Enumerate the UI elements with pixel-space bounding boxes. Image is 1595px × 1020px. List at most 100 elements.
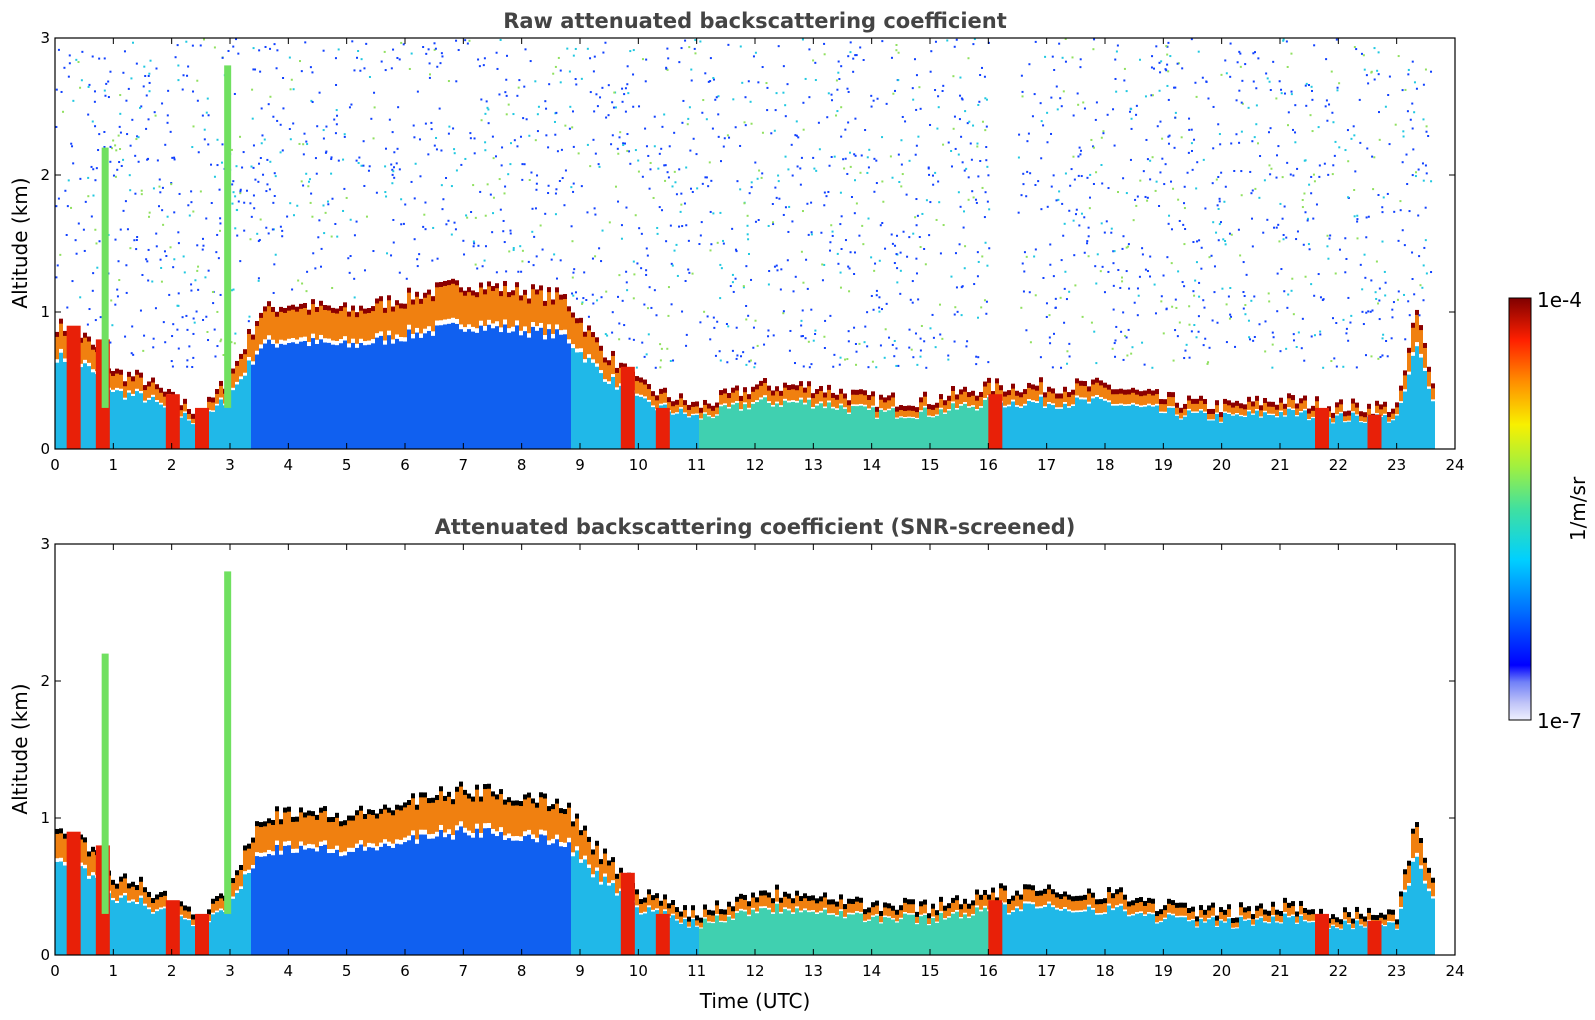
noise-speckle: [1397, 290, 1400, 293]
noise-speckle: [1280, 88, 1283, 91]
layer-mid: [1063, 388, 1067, 403]
layer-top: [1199, 395, 1203, 401]
noise-speckle: [257, 180, 260, 183]
noise-speckle: [384, 147, 387, 150]
noise-speckle: [416, 265, 419, 268]
layer-mid: [183, 907, 187, 918]
layer-mid: [735, 387, 739, 402]
noise-speckle: [752, 326, 755, 329]
noise-speckle: [1229, 287, 1232, 290]
layer-mid: [967, 905, 971, 917]
layer-mid: [871, 393, 875, 406]
layer-mid: [363, 815, 367, 847]
noise-speckle: [680, 203, 683, 206]
noise-speckle: [652, 196, 655, 199]
layer-mid: [899, 907, 903, 918]
noise-speckle: [260, 142, 263, 145]
layer-top: [83, 332, 87, 338]
noise-speckle: [1422, 118, 1425, 121]
aerosol-column: [963, 403, 967, 449]
layer-mid: [903, 407, 907, 417]
noise-speckle: [1033, 93, 1036, 96]
noise-speckle: [842, 158, 845, 161]
noise-speckle: [349, 218, 352, 221]
layer-mid: [731, 908, 735, 919]
noise-speckle: [356, 56, 359, 59]
aerosol-column: [459, 826, 463, 955]
noise-speckle: [531, 207, 534, 210]
noise-speckle: [119, 131, 122, 134]
layer-mid: [343, 304, 347, 337]
noise-speckle: [744, 96, 747, 99]
noise-speckle: [1381, 354, 1384, 357]
noise-speckle: [1235, 133, 1238, 136]
noise-speckle: [1295, 238, 1298, 241]
noise-speckle: [716, 241, 719, 244]
dense-aerosol-burst: [988, 900, 1003, 955]
noise-speckle: [917, 135, 920, 138]
noise-speckle: [1417, 214, 1420, 217]
noise-speckle: [177, 231, 180, 234]
noise-speckle: [1376, 69, 1379, 72]
noise-speckle: [1328, 237, 1331, 240]
noise-speckle: [533, 235, 536, 238]
noise-speckle: [1149, 255, 1152, 258]
aerosol-column: [795, 402, 799, 449]
aerosol-column: [715, 415, 719, 449]
noise-speckle: [846, 358, 849, 361]
noise-speckle: [148, 81, 151, 84]
noise-speckle: [1338, 146, 1341, 149]
noise-speckle: [836, 252, 839, 255]
aerosol-column: [703, 918, 707, 955]
layer-mid: [231, 370, 235, 388]
noise-speckle: [263, 138, 266, 141]
noise-speckle: [701, 182, 704, 185]
aerosol-column: [571, 348, 575, 449]
aerosol-column: [435, 325, 439, 449]
noise-speckle: [795, 134, 798, 137]
aerosol-column: [347, 347, 351, 449]
noise-speckle: [425, 52, 428, 55]
noise-speckle: [1292, 313, 1295, 316]
noise-speckle: [1115, 90, 1118, 93]
aerosol-column: [367, 344, 371, 449]
noise-speckle: [1361, 288, 1364, 291]
noise-speckle: [947, 354, 950, 357]
aerosol-column: [807, 912, 811, 955]
noise-speckle: [316, 125, 319, 128]
noise-speckle: [911, 280, 914, 283]
aerosol-column: [1223, 412, 1227, 449]
noise-speckle: [1112, 250, 1115, 253]
noise-speckle: [601, 86, 604, 89]
noise-speckle: [649, 168, 652, 171]
noise-speckle: [1331, 111, 1334, 114]
noise-speckle: [607, 114, 610, 117]
noise-speckle: [1307, 243, 1310, 246]
noise-speckle: [325, 150, 328, 153]
x-tick-label: 4: [284, 456, 294, 474]
noise-speckle: [125, 264, 128, 267]
noise-speckle: [1275, 97, 1278, 100]
aerosol-column: [559, 846, 563, 955]
noise-speckle: [902, 230, 905, 233]
noise-speckle: [455, 80, 458, 83]
noise-speckle: [718, 350, 721, 353]
aerosol-column: [1411, 355, 1415, 449]
aerosol-column: [1383, 415, 1387, 449]
noise-speckle: [709, 338, 712, 341]
noise-speckle: [1251, 217, 1254, 220]
noise-speckle: [1105, 220, 1108, 223]
noise-speckle: [1183, 185, 1186, 188]
noise-speckle: [129, 247, 132, 250]
layer-top: [995, 378, 999, 384]
noise-speckle: [561, 177, 564, 180]
noise-speckle: [1197, 50, 1200, 53]
noise-speckle: [745, 304, 748, 307]
layer-top: [487, 783, 491, 789]
aerosol-column: [463, 331, 467, 449]
layer-mid: [1347, 412, 1351, 421]
noise-speckle: [938, 303, 941, 306]
layer-mid: [523, 796, 527, 832]
layer-top: [455, 280, 459, 286]
x-tick-label: 18: [1095, 456, 1114, 474]
